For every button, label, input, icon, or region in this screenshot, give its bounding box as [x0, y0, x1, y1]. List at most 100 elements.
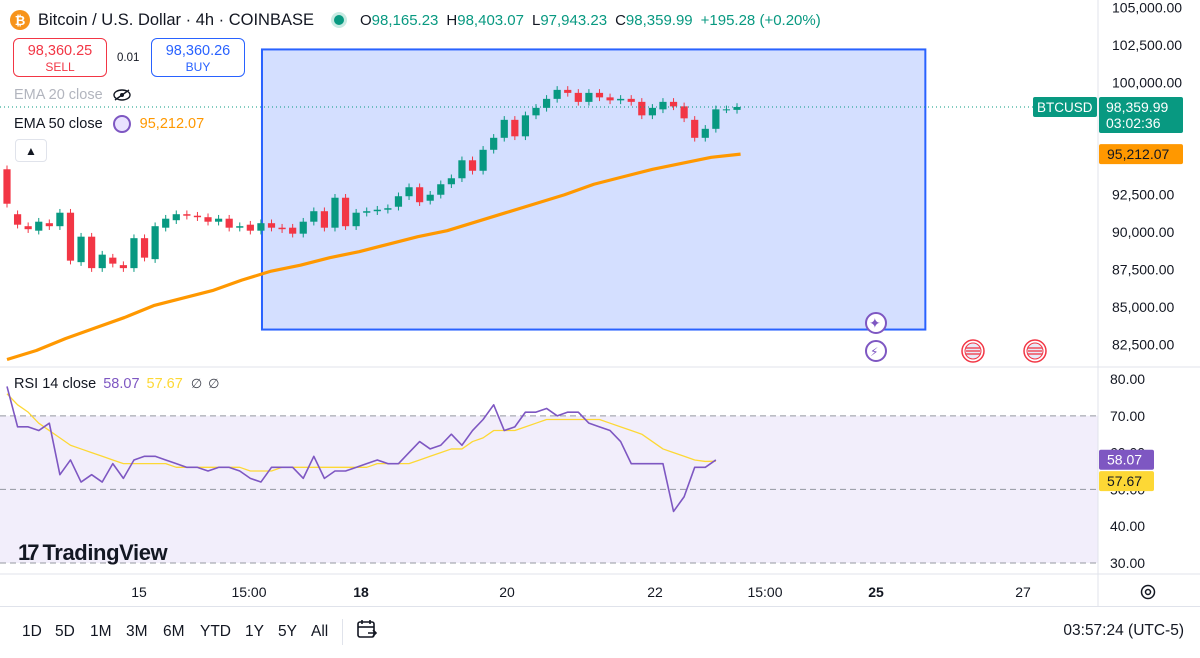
market-open-dot	[334, 15, 344, 25]
ema50-line	[6, 152, 741, 362]
rsi-ma-line	[6, 393, 716, 472]
range-1m-button[interactable]: 1M	[90, 623, 112, 640]
range-1d-button[interactable]: 1D	[22, 623, 42, 640]
rsi-ma-value: 57.67	[146, 376, 183, 392]
time-tick-label: 25	[868, 584, 884, 600]
range-3m-button[interactable]: 3M	[126, 623, 148, 640]
close-value: 98,359.99	[625, 11, 693, 29]
candle-body	[88, 236, 96, 269]
rsi-value: 58.07	[103, 376, 140, 392]
symbol-title[interactable]: Bitcoin / U.S. Dollar · 4h · COINBASE	[38, 10, 314, 29]
candle-body	[373, 209, 381, 212]
candle-body	[278, 227, 286, 230]
range-5d-button[interactable]: 5D	[55, 623, 75, 640]
candle-body	[215, 218, 223, 222]
toolbar-divider	[342, 619, 343, 645]
buy-label: BUY	[185, 60, 211, 74]
price-tick-label: 102,500.00	[1112, 37, 1182, 53]
symbol-tag-text: BTCUSD	[1037, 100, 1093, 115]
sell-price: 98,360.25	[27, 43, 93, 59]
candle-body	[66, 212, 75, 261]
rsi-line	[6, 386, 717, 513]
rsi-legend[interactable]: RSI 14 close 58.07 57.67 ∅ ∅	[14, 376, 219, 392]
ema50-value: 95,212.07	[139, 116, 205, 132]
time-tick-label: 18	[353, 584, 369, 600]
candle-body	[574, 92, 582, 102]
candle-body	[564, 89, 572, 93]
rsi-na-1: ∅	[190, 376, 203, 391]
candle-body	[733, 106, 741, 110]
ema50-legend[interactable]: EMA 50 close 95,212.07	[14, 115, 204, 133]
candle-body	[394, 196, 403, 207]
high-label: H	[446, 11, 458, 29]
candle-body	[151, 226, 159, 260]
rsi-ma-tag-value: 57.67	[1107, 473, 1142, 489]
range-5y-button[interactable]: 5Y	[278, 623, 297, 640]
range-ytd-button[interactable]: YTD	[200, 623, 231, 640]
ema20-legend[interactable]: EMA 20 close	[14, 87, 131, 103]
date-range-calendar-icon[interactable]	[356, 618, 378, 640]
candle-body	[140, 238, 149, 258]
clock-timezone[interactable]: 03:57:24 (UTC-5)	[1063, 622, 1184, 639]
candle-body	[363, 211, 371, 213]
candle-body	[384, 208, 392, 210]
candle-body	[204, 217, 212, 222]
sell-button[interactable]: 98,360.25 SELL	[13, 38, 107, 77]
candle-body	[183, 214, 191, 216]
candle-body	[521, 115, 530, 137]
sell-label: SELL	[45, 60, 75, 74]
candle-body	[500, 119, 508, 138]
range-all-button[interactable]: All	[311, 623, 329, 640]
rsi-na-2: ∅	[208, 376, 220, 391]
candle-body	[162, 218, 170, 228]
candle-body	[35, 221, 43, 231]
ema50-label: EMA 50 close	[14, 116, 103, 132]
selection-rectangle	[260, 48, 927, 331]
change-value: +195.28 (+0.20%)	[700, 11, 821, 29]
candle-body	[437, 184, 445, 195]
candle-body	[225, 218, 233, 228]
rsi-tick-label: 80.00	[1110, 371, 1145, 387]
candle-body	[172, 214, 180, 221]
candle-body	[24, 226, 32, 230]
candle-body	[585, 92, 593, 102]
ema50-tag	[1099, 144, 1183, 165]
candle-body	[511, 119, 519, 137]
range-6m-button[interactable]: 6M	[163, 623, 185, 640]
collapse-legend-button[interactable]: ▲	[15, 139, 47, 162]
time-tick-label: 27	[1015, 584, 1031, 600]
time-tick-label: 22	[647, 584, 663, 600]
candle-body	[56, 212, 64, 227]
close-label: C	[615, 11, 626, 29]
eye-hidden-icon[interactable]	[112, 89, 131, 101]
tradingview-logo[interactable]: 17 TradingView	[18, 540, 168, 566]
price-tick-label: 105,000.00	[1112, 0, 1182, 15]
candle-body	[447, 178, 455, 185]
candle-body	[246, 224, 254, 231]
main-chart[interactable]: 105,000.00 102,500.00 100,000.00 92,500.00 9…	[0, 0, 1200, 606]
ema20-label: EMA 20 close	[14, 87, 103, 103]
candle-body	[257, 223, 265, 231]
price-tick-label: 82,500.00	[1112, 337, 1174, 353]
candle-body	[479, 149, 487, 171]
time-tick-label: 15:00	[231, 584, 266, 600]
range-1y-button[interactable]: 1Y	[245, 623, 264, 640]
price-tick-label: 100,000.00	[1112, 74, 1182, 90]
rsi-tick-label: 70.00	[1110, 408, 1145, 424]
loading-icon	[112, 115, 131, 133]
lightning-icon: ⚡	[870, 345, 878, 359]
candle-body	[289, 227, 297, 234]
settings-gear-icon[interactable]	[1138, 582, 1158, 602]
candle-body	[701, 128, 709, 138]
candle-body	[659, 101, 667, 110]
candle-body	[542, 98, 551, 108]
candle-body	[617, 98, 625, 101]
candle-body	[320, 211, 328, 228]
open-value: 98,165.23	[371, 11, 439, 29]
candle-body	[606, 97, 614, 101]
candle-body	[119, 265, 127, 269]
candle-body	[627, 98, 635, 102]
buy-button[interactable]: 98,360.26 BUY	[151, 38, 245, 77]
price-tick-label: 92,500.00	[1112, 187, 1174, 203]
